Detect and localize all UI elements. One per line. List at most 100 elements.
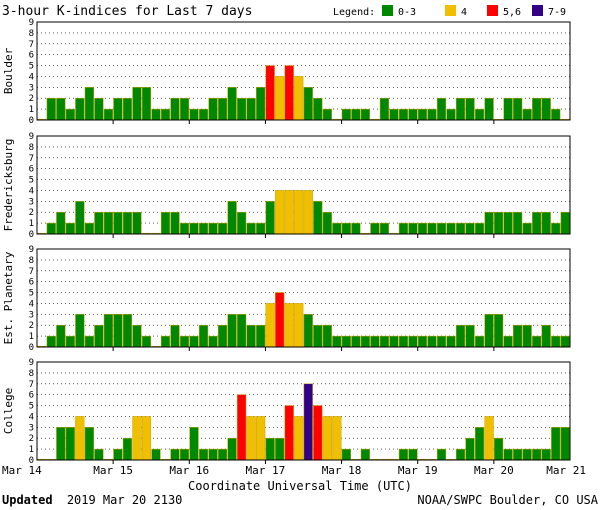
y-tick-label: 7 [29, 40, 34, 50]
chart-panels: 0123456789Boulder0123456789Fredericksbur… [2, 18, 571, 466]
bar [265, 303, 275, 348]
bar [46, 97, 56, 121]
bar [541, 448, 551, 461]
legend-label-4: 4 [461, 7, 467, 18]
bar [284, 303, 294, 348]
bar [65, 427, 75, 461]
x-tick-label: Mar 17 [246, 464, 286, 477]
bar [551, 108, 561, 121]
bar [65, 222, 75, 235]
bar [522, 108, 532, 121]
y-tick-label: 1 [29, 105, 34, 115]
bar [122, 97, 133, 121]
bar [75, 97, 85, 121]
bar [75, 416, 85, 461]
bar [284, 190, 294, 235]
bar [56, 211, 66, 235]
y-tick-label: 2 [29, 321, 34, 331]
bar [351, 335, 361, 348]
bar [446, 222, 456, 235]
y-tick-label: 0 [29, 456, 34, 466]
bar [322, 211, 332, 235]
bar [265, 201, 275, 235]
bar [141, 335, 152, 348]
bar [532, 448, 542, 461]
bar [503, 211, 513, 235]
bar [398, 108, 409, 121]
bar [436, 448, 447, 461]
y-tick-label: 9 [29, 245, 34, 255]
bar [494, 211, 504, 235]
y-tick-label: 2 [29, 208, 34, 218]
bar [103, 108, 113, 121]
x-axis: Mar 14 Mar 15 Mar 16 Mar 17 Mar 18 Mar 19 Mar … [2, 464, 586, 477]
bar [341, 108, 351, 121]
y-tick-label: 1 [29, 219, 34, 229]
bar [408, 108, 418, 121]
x-tick-label: Mar 15 [93, 464, 133, 477]
bar [265, 437, 275, 461]
x-tick-label: Mar 16 [169, 464, 209, 477]
bar [132, 87, 142, 121]
y-tick-label: 9 [29, 132, 34, 142]
bar [303, 314, 313, 348]
bar [179, 222, 190, 235]
bar [227, 437, 237, 461]
bar [351, 108, 361, 121]
bar [284, 405, 294, 461]
bar [94, 448, 104, 461]
bar [160, 211, 171, 235]
bar [474, 222, 485, 235]
bar [217, 222, 228, 235]
bar [379, 335, 390, 348]
bar [474, 335, 485, 348]
y-tick-label: 7 [29, 380, 34, 390]
bar [408, 222, 418, 235]
bar [455, 97, 466, 121]
bar [494, 314, 504, 348]
bar [484, 97, 494, 121]
bar [408, 448, 418, 461]
bar [189, 335, 199, 348]
bar [275, 437, 285, 461]
y-tick-label: 6 [29, 391, 34, 401]
bar [560, 427, 570, 461]
bar [484, 211, 494, 235]
bar [417, 222, 428, 235]
bar [75, 201, 85, 235]
bar [217, 324, 228, 348]
bar [294, 303, 304, 348]
bar [189, 222, 199, 235]
bar [513, 448, 523, 461]
bar [551, 222, 561, 235]
bar [360, 448, 370, 461]
bar [370, 222, 380, 235]
bar [141, 87, 152, 121]
bar [208, 222, 218, 235]
bar [465, 324, 475, 348]
bar [532, 335, 542, 348]
bar [227, 314, 237, 348]
y-tick-label: 8 [29, 369, 34, 379]
bar [237, 314, 247, 348]
legend-label: Legend: [333, 7, 375, 18]
bar [208, 448, 218, 461]
y-tick-label: 4 [29, 72, 34, 82]
y-tick-label: 5 [29, 176, 34, 186]
bar [179, 97, 190, 121]
bar [474, 427, 485, 461]
bar [103, 211, 113, 235]
bar [398, 335, 409, 348]
bar [189, 427, 199, 461]
y-tick-label: 8 [29, 256, 34, 266]
x-tick-label: Mar 19 [398, 464, 438, 477]
bar [122, 314, 133, 348]
bar [446, 335, 456, 348]
bar [275, 292, 285, 348]
bar [170, 211, 180, 235]
bar [256, 324, 266, 348]
y-tick-label: 1 [29, 445, 34, 455]
panel-frame [36, 361, 571, 461]
bar [370, 335, 380, 348]
